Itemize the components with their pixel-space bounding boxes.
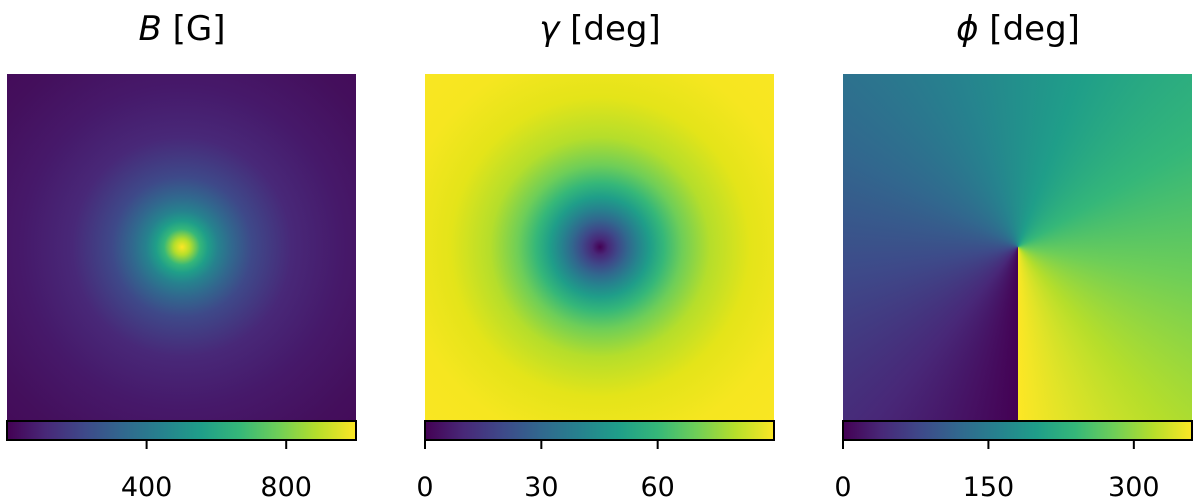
colorbar-inclination	[424, 420, 775, 441]
colorbar-tick-label: 30	[524, 472, 558, 502]
title-symbol: ϕ	[956, 9, 978, 49]
heatmap-inclination-image	[425, 74, 774, 421]
colorbar-tick-label: 0	[834, 472, 851, 502]
colorbar-ticks-azimuth: 0 150 300	[834, 440, 1160, 502]
title-unit: [deg]	[979, 9, 1080, 49]
colorbar-tick-label: 300	[1108, 472, 1160, 502]
title-symbol: γ	[539, 9, 561, 49]
heatmap-azimuth-image	[843, 74, 1192, 421]
colorbar-ticks-field-strength: 400 800	[121, 440, 312, 502]
title-unit: [deg]	[559, 9, 660, 49]
panel-title-gamma: γ [deg]	[539, 9, 661, 49]
colorbar-ticks-inclination: 0 30 60	[416, 440, 675, 502]
colorbar-tick-label: 60	[640, 472, 674, 502]
heatmap-azimuth	[843, 74, 1192, 421]
title-unit: [G]	[162, 9, 226, 49]
panel-azimuth: ϕ [deg] 0 150 300	[834, 9, 1193, 502]
title-symbol: B	[138, 9, 161, 49]
colorbar-tick-label: 800	[260, 472, 312, 502]
heatmap-inclination	[425, 74, 774, 421]
colorbar-tick-label: 400	[121, 472, 173, 502]
heatmap-field-strength-image	[7, 74, 356, 421]
heatmap-field-strength	[7, 74, 356, 421]
panel-field-strength: B [G] 400 800	[6, 9, 357, 502]
panel-title-phi: ϕ [deg]	[956, 9, 1080, 49]
panel-inclination: γ [deg] 0 30 60	[416, 9, 775, 502]
colorbar-field-strength	[6, 420, 357, 441]
panel-title-b: B [G]	[138, 9, 225, 49]
colorbar-tick-label: 0	[416, 472, 433, 502]
colorbar-azimuth	[842, 420, 1193, 441]
colorbar-tick-label: 150	[963, 472, 1015, 502]
